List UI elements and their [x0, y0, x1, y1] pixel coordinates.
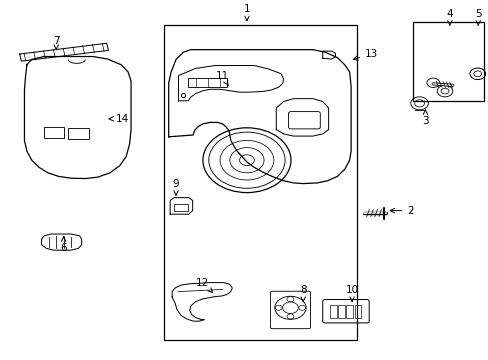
- Bar: [412, 22, 483, 101]
- Text: 4: 4: [446, 9, 452, 25]
- Bar: [338, 305, 345, 318]
- Text: 14: 14: [109, 114, 129, 124]
- Text: 9: 9: [172, 179, 179, 195]
- Text: 11: 11: [215, 71, 229, 86]
- Text: 6: 6: [60, 237, 67, 253]
- Text: 8: 8: [299, 285, 306, 301]
- Text: 12: 12: [196, 278, 212, 293]
- Text: 10: 10: [345, 285, 358, 301]
- Bar: [68, 128, 89, 139]
- Bar: [188, 78, 227, 87]
- Text: 3: 3: [421, 110, 428, 126]
- Bar: [163, 25, 356, 340]
- Bar: [44, 127, 63, 138]
- Text: 2: 2: [389, 206, 413, 216]
- Text: 1: 1: [243, 4, 250, 21]
- Text: 7: 7: [53, 36, 60, 50]
- Text: 13: 13: [353, 49, 378, 60]
- Bar: [354, 305, 361, 318]
- Bar: [174, 204, 187, 211]
- Bar: [346, 305, 352, 318]
- Text: 5: 5: [474, 9, 481, 25]
- Bar: [329, 305, 336, 318]
